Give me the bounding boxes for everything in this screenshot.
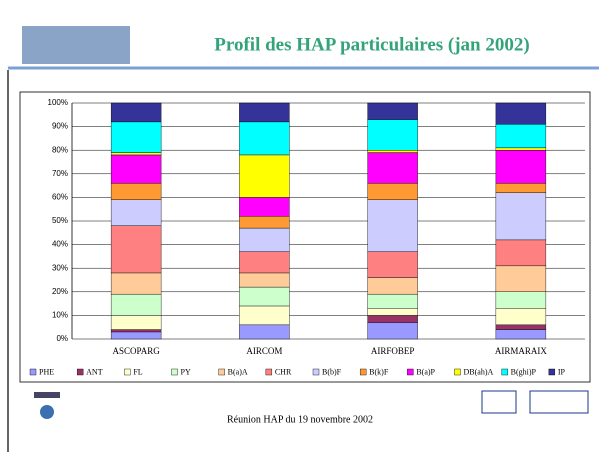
bar-segment — [239, 324, 290, 340]
bar-segment — [110, 154, 162, 184]
bar-segment — [495, 324, 547, 330]
bar-segment — [367, 149, 418, 153]
bar-segment — [110, 293, 162, 316]
legend-swatch — [312, 368, 320, 376]
bar-segment — [239, 102, 290, 123]
legend-label: PY — [181, 367, 191, 376]
bar-segment — [110, 329, 162, 333]
bar-segment — [367, 183, 418, 200]
bar-segment — [495, 192, 547, 241]
legend-swatch — [407, 368, 414, 376]
legend-swatch — [124, 368, 131, 376]
bar-segment — [110, 331, 162, 340]
bar-segment — [495, 102, 547, 125]
bar-segment — [110, 102, 162, 123]
bar-segment — [367, 277, 418, 295]
legend-label: B(b)F — [322, 367, 342, 376]
bar-segment — [495, 149, 547, 184]
bar-segment — [110, 121, 162, 153]
bar-segment — [367, 119, 418, 151]
y-tick-label: 60% — [52, 193, 68, 202]
bar-segment — [239, 197, 290, 217]
bar-segment — [495, 308, 547, 326]
logo-ineris — [529, 390, 589, 414]
y-tick-label: 70% — [52, 169, 68, 178]
x-tick-label: AIRFOBEP — [371, 346, 415, 356]
x-tick-label: ASCOPARG — [113, 346, 161, 356]
bar-segment — [367, 322, 418, 340]
x-tick-label: AIRMARAIX — [495, 346, 548, 356]
bar-segment — [239, 216, 290, 229]
y-tick-label: 0% — [56, 334, 68, 343]
logo-icon — [40, 405, 54, 419]
bar-segment — [495, 124, 547, 149]
legend-swatch — [454, 368, 461, 376]
legend-label: B(ghi)P — [511, 367, 537, 376]
logo — [22, 26, 130, 64]
y-tick-label: 40% — [52, 240, 68, 249]
legend-swatch — [548, 368, 556, 376]
bar-segment — [367, 315, 418, 323]
bar-segment — [367, 102, 418, 120]
slide-title: Profil des HAP particulaires (jan 2002) — [214, 34, 529, 55]
bar-segment — [110, 315, 162, 330]
bar-segment — [110, 199, 162, 226]
legend-swatch — [265, 368, 273, 376]
logo-ris — [481, 390, 517, 414]
bar-segment — [239, 251, 290, 274]
bar-segment — [110, 183, 162, 200]
legend-label: CHR — [275, 367, 292, 376]
bar-segment — [110, 225, 162, 274]
bar-segment — [495, 147, 547, 151]
y-tick-label: 10% — [52, 311, 68, 320]
legend-label: B(a)A — [228, 367, 248, 376]
y-tick-label: 50% — [52, 216, 68, 225]
legend-label: B(a)P — [416, 367, 435, 376]
legend-swatch — [501, 368, 508, 376]
legend-swatch — [359, 368, 367, 376]
bar-segment — [239, 272, 290, 288]
legend-label: FL — [133, 367, 142, 376]
legend-swatch — [29, 368, 37, 376]
y-tick-label: 100% — [48, 98, 68, 107]
bar-segment — [495, 239, 547, 267]
legend-label: IP — [558, 367, 566, 376]
legend-label: B(k)F — [369, 367, 389, 376]
y-tick-label: 20% — [52, 287, 68, 296]
bar-segment — [239, 286, 290, 307]
bar-segment — [239, 227, 290, 252]
bar-segment — [367, 308, 418, 316]
bar-segment — [367, 152, 418, 184]
bar-segment — [367, 199, 418, 252]
y-tick-label: 90% — [52, 122, 68, 131]
bar-segment — [110, 152, 162, 156]
legend-swatch — [218, 368, 225, 376]
bar-segment — [239, 305, 290, 326]
legend-label: ANT — [86, 367, 103, 376]
bar-segment — [495, 329, 547, 340]
legend-label: DB(ah)A — [464, 367, 494, 376]
bar-segment — [495, 291, 547, 309]
bar-segment — [110, 272, 162, 295]
bar-segment — [495, 183, 547, 193]
x-tick-label: AIRCOM — [246, 346, 282, 356]
footer: Réunion HAP du 19 novembre 2002 — [227, 414, 373, 425]
y-tick-label: 80% — [52, 145, 68, 154]
bar-segment — [367, 293, 418, 309]
y-tick-label: 30% — [52, 263, 68, 272]
legend-label: PHE — [39, 367, 54, 376]
logo-small — [34, 392, 60, 398]
legend-swatch — [171, 368, 178, 376]
legend-swatch — [76, 368, 84, 376]
bar-segment — [239, 154, 290, 198]
bar-segment — [239, 121, 290, 156]
bar-segment — [367, 251, 418, 278]
bar-segment — [495, 265, 547, 292]
